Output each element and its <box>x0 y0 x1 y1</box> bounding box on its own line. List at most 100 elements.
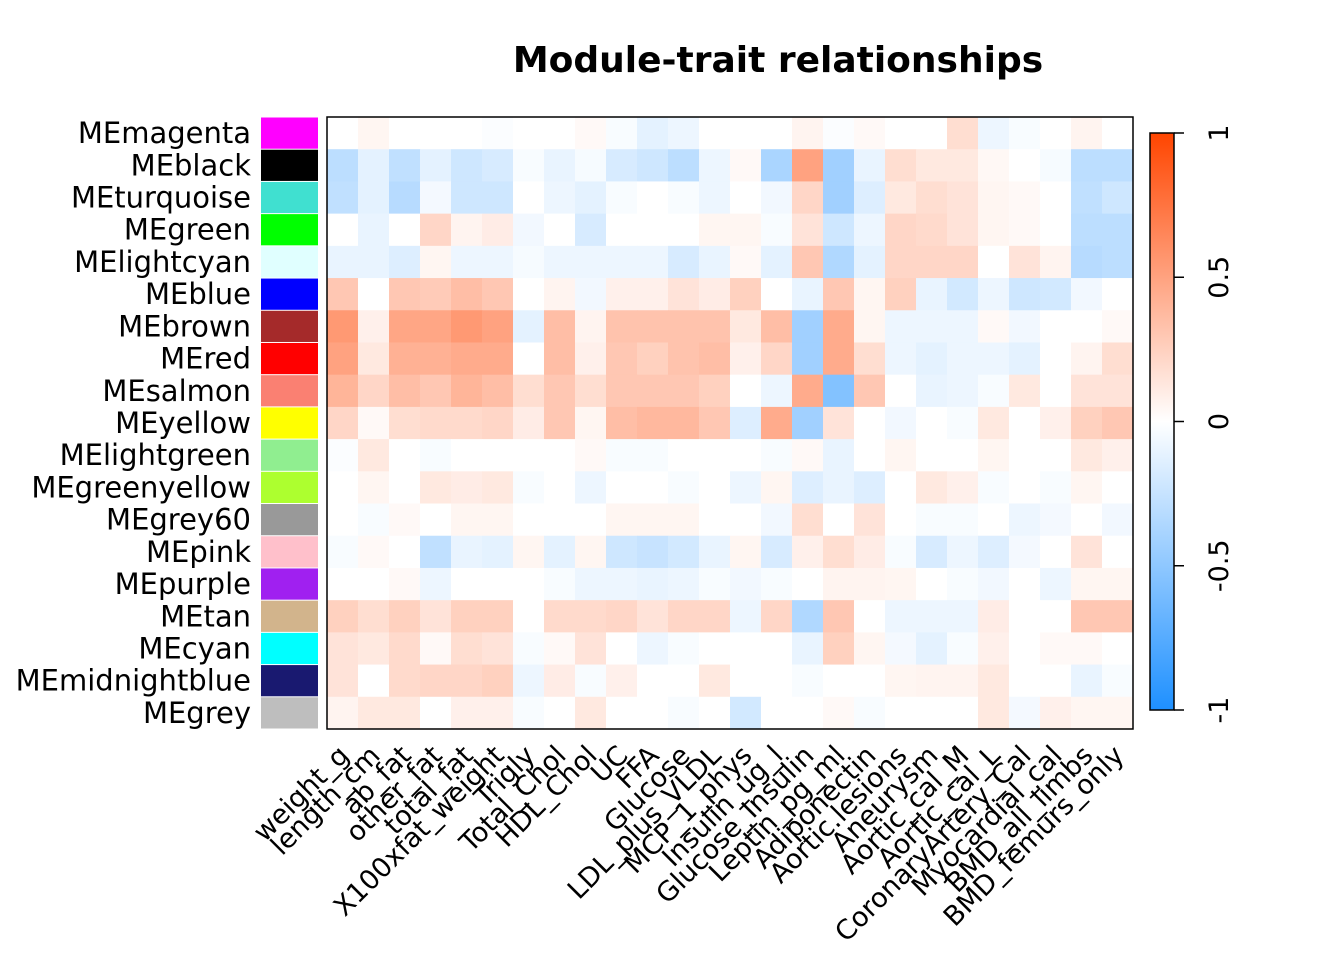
row-label: MEpurple <box>115 567 251 601</box>
heatmap-cell <box>358 213 390 247</box>
heatmap-cell <box>885 406 917 440</box>
heatmap-cell <box>513 310 545 343</box>
heatmap-cell <box>420 471 452 504</box>
heatmap-cell <box>668 535 700 569</box>
heatmap-cell <box>575 471 607 504</box>
heatmap-cell <box>854 439 886 472</box>
heatmap-cell <box>1071 374 1103 408</box>
heatmap-cell <box>699 535 731 569</box>
heatmap-cell <box>513 632 545 665</box>
heatmap-cell <box>947 149 979 182</box>
heatmap-cell <box>823 471 855 504</box>
heatmap-cell <box>358 149 390 182</box>
module-swatch <box>261 407 318 439</box>
heatmap-cell <box>358 117 390 150</box>
heatmap-cell <box>389 374 421 408</box>
heatmap-cell <box>482 696 514 730</box>
heatmap-cell <box>606 696 638 730</box>
row-label: MEmagenta <box>78 116 251 150</box>
module-swatch <box>261 632 318 665</box>
heatmap-cell <box>668 567 700 601</box>
heatmap-cell <box>668 181 700 215</box>
heatmap-cell <box>389 632 421 665</box>
heatmap-cell <box>544 278 576 311</box>
heatmap-cell <box>606 535 638 569</box>
heatmap-cell <box>358 535 390 569</box>
heatmap-cell <box>482 600 514 633</box>
heatmap-cell <box>575 696 607 730</box>
heatmap-cell <box>637 471 669 504</box>
heatmap-cell <box>792 149 824 182</box>
heatmap-cell <box>575 245 607 279</box>
heatmap-cell <box>575 149 607 182</box>
colorbar-tick-label: 1 <box>1204 124 1235 141</box>
heatmap-cell <box>792 696 824 730</box>
heatmap-cell <box>978 696 1010 730</box>
heatmap-cell <box>544 535 576 569</box>
heatmap-cell <box>947 406 979 440</box>
heatmap-cell <box>668 149 700 182</box>
chart-title: Module-trait relationships <box>513 40 1043 81</box>
heatmap-cell <box>823 342 855 376</box>
heatmap-cell <box>1009 342 1041 376</box>
heatmap-cell <box>513 278 545 311</box>
row-label: MEpink <box>146 535 251 569</box>
heatmap-cell <box>823 632 855 665</box>
heatmap-cell <box>854 471 886 504</box>
heatmap-cell <box>637 406 669 440</box>
heatmap-cell <box>668 632 700 665</box>
heatmap-cell <box>451 439 483 472</box>
heatmap-cell <box>978 181 1010 215</box>
heatmap-cell <box>885 149 917 182</box>
colorbar-ticks: 1 0.5 0 -0.5 -1 <box>1174 124 1235 723</box>
heatmap-cell <box>358 278 390 311</box>
heatmap-cell <box>854 149 886 182</box>
heatmap-cell <box>327 117 359 150</box>
heatmap-cell <box>823 310 855 343</box>
heatmap-cell <box>358 632 390 665</box>
heatmap-cell <box>823 567 855 601</box>
heatmap-cell <box>420 149 452 182</box>
heatmap-cell <box>916 567 948 601</box>
heatmap-cell <box>699 181 731 215</box>
heatmap-cell <box>699 664 731 698</box>
heatmap-cell <box>513 600 545 633</box>
heatmap-cell <box>327 632 359 665</box>
heatmap-cell <box>451 213 483 247</box>
heatmap-cell <box>730 213 762 247</box>
heatmap-cell <box>389 213 421 247</box>
heatmap-cell <box>854 310 886 343</box>
heatmap-cell <box>327 696 359 730</box>
heatmap-cell <box>947 632 979 665</box>
row-label: MEbrown <box>118 309 251 343</box>
heatmap-cell <box>544 117 576 150</box>
heatmap-cell <box>1071 181 1103 215</box>
heatmap-cell <box>389 696 421 730</box>
colorbar-tick-label: -1 <box>1204 697 1235 724</box>
heatmap-cell <box>854 117 886 150</box>
heatmap-cell <box>451 374 483 408</box>
heatmap-cell <box>699 149 731 182</box>
heatmap-cell <box>544 600 576 633</box>
colorbar-tick-label: 0.5 <box>1204 256 1235 299</box>
heatmap-cell <box>823 213 855 247</box>
heatmap-cell <box>606 406 638 440</box>
heatmap-cell <box>1102 181 1134 215</box>
heatmap-cell <box>482 342 514 376</box>
heatmap-cell <box>1009 374 1041 408</box>
heatmap-cell <box>1102 503 1134 537</box>
heatmap-cell <box>389 278 421 311</box>
heatmap-cell <box>916 632 948 665</box>
heatmap-cell <box>482 503 514 537</box>
heatmap-cell <box>637 696 669 730</box>
heatmap-cell <box>451 535 483 569</box>
heatmap-cell <box>575 503 607 537</box>
heatmap-cell <box>1040 374 1072 408</box>
heatmap-cell <box>358 406 390 440</box>
heatmap-cell <box>513 696 545 730</box>
heatmap-cell <box>1009 278 1041 311</box>
heatmap-cell <box>420 117 452 150</box>
heatmap-cell <box>575 374 607 408</box>
row-label: MEred <box>160 342 251 376</box>
heatmap-cell <box>854 213 886 247</box>
